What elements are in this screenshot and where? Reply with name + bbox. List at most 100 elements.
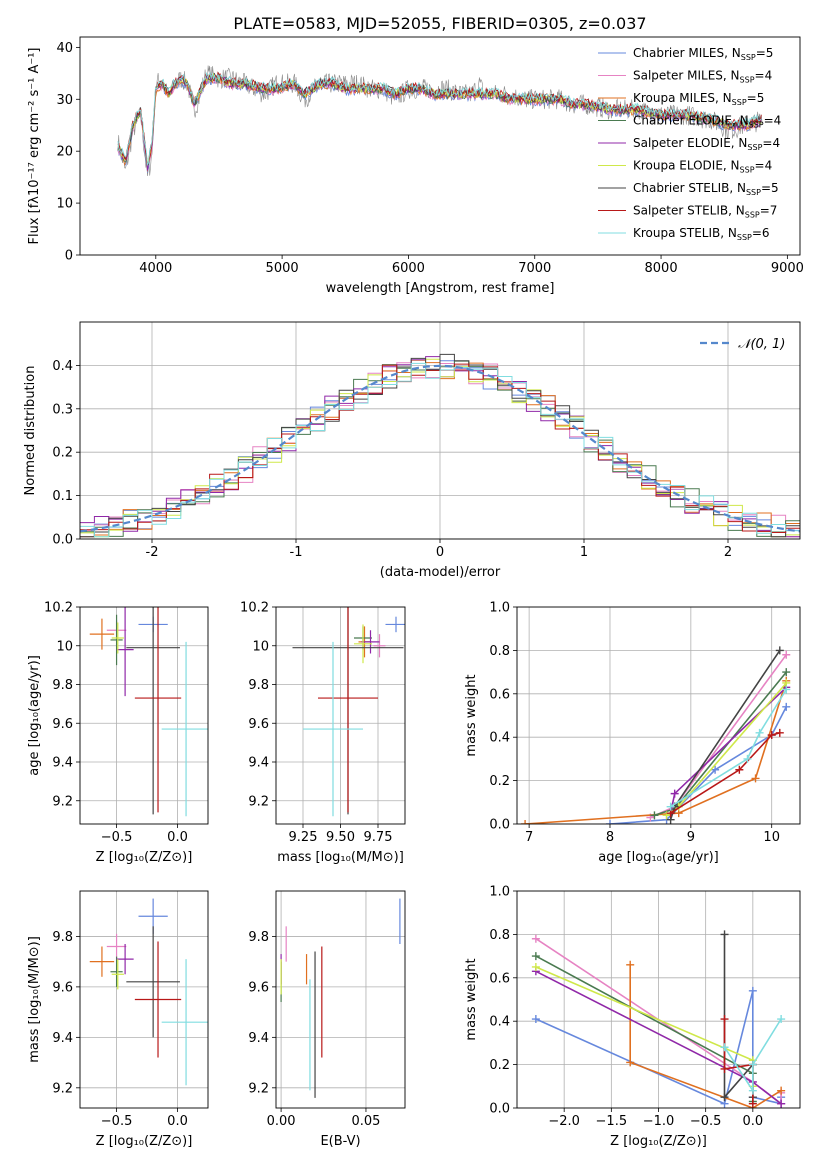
- plot-area: [276, 891, 405, 1108]
- weight-marker: [751, 774, 760, 783]
- x-tick-label: −1.0: [643, 1114, 675, 1129]
- y-tick-label: 0.8: [489, 928, 510, 943]
- y-tick-label: 9.8: [248, 930, 269, 945]
- y-tick-label: 0.4: [489, 731, 510, 746]
- axes-frame: [516, 890, 801, 1109]
- weight-line: [525, 680, 788, 824]
- x-tick-label: -1: [290, 545, 303, 560]
- panel-age-vs-Z: −0.5 0.0 9.2 9.4 9.6 9.8 10 10.2 Z [log₁₀(Z/Z⊙)]…: [27, 601, 209, 865]
- y-tick-label: 10: [56, 197, 73, 212]
- x-tick-label: −0.5: [101, 1114, 133, 1129]
- axes-frame: [79, 606, 209, 825]
- plot-area: [276, 607, 405, 824]
- y-tick-label: 9.2: [52, 1081, 73, 1096]
- plot-area: [517, 607, 800, 824]
- x-tick-label: 8: [606, 830, 614, 845]
- x-axis-label: wavelength [Angstrom, rest frame]: [326, 281, 555, 296]
- weight-marker: [711, 765, 720, 774]
- model-spectrum: [117, 71, 762, 165]
- legend-label: Kroupa STELIB, NSSP=6: [633, 226, 770, 242]
- x-tick-label: −0.5: [101, 830, 133, 845]
- x-tick-label: −2.0: [548, 1114, 580, 1129]
- y-tick-label: 0.8: [489, 644, 510, 659]
- y-tick-label: 0.4: [52, 359, 73, 374]
- legend-label: Kroupa MILES, NSSP=5: [633, 91, 764, 107]
- y-tick-label: 10.2: [44, 601, 73, 616]
- x-axis-label: Z [log₁₀(Z/Z⊙)]: [96, 850, 193, 865]
- legend-label: Chabrier MILES, NSSP=5: [633, 46, 773, 62]
- y-tick-label: 0.0: [489, 1102, 510, 1117]
- axes-frame: [79, 321, 801, 540]
- y-tick-label: 20: [56, 145, 73, 160]
- weight-marker: [777, 1086, 786, 1095]
- y-tick-label: 0.6: [489, 687, 510, 702]
- x-tick-label: 5000: [266, 261, 299, 276]
- x-axis-label: Z [log₁₀(Z/Z⊙)]: [610, 1134, 707, 1149]
- legend-label: Chabrier STELIB, NSSP=5: [633, 181, 779, 197]
- x-tick-label: 1: [580, 545, 588, 560]
- legend-label: Salpeter ELODIE, NSSP=4: [633, 136, 780, 152]
- panel-age-vs-mass: 9.25 9.50 9.75 9.2 9.4 9.6 9.8 10 10.2 mass [log₁…: [240, 601, 406, 865]
- y-axis-label: mass weight: [464, 674, 479, 756]
- y-tick-label: 0.3: [52, 402, 73, 417]
- plot-area: [80, 607, 208, 824]
- x-tick-label: 0.00: [267, 1114, 296, 1129]
- weight-line: [670, 732, 781, 814]
- y-tick-label: 0: [65, 249, 73, 264]
- legend-label: 𝒩(0, 1): [738, 337, 785, 352]
- x-tick-label: 0.0: [742, 1114, 763, 1129]
- weight-marker: [775, 646, 784, 655]
- weight-marker: [777, 1015, 786, 1024]
- y-tick-label: 0.1: [52, 489, 73, 504]
- weight-marker: [720, 1093, 729, 1102]
- weight-marker: [720, 1064, 729, 1073]
- x-axis-label: (data-model)/error: [380, 565, 501, 580]
- y-tick-label: 9.4: [248, 756, 269, 771]
- weight-marker: [521, 820, 530, 824]
- x-axis-label: E(B-V): [320, 1134, 360, 1149]
- weight-marker: [531, 1015, 540, 1024]
- plot-area: [80, 891, 208, 1108]
- x-tick-label: 10: [763, 830, 780, 845]
- plot-area: [517, 891, 800, 1108]
- y-tick-label: 10: [252, 639, 269, 654]
- model-spectrum: [117, 71, 762, 166]
- x-tick-label: 9: [687, 830, 695, 845]
- weight-marker: [531, 952, 540, 961]
- weight-marker: [777, 1099, 786, 1108]
- x-tick-label: 0.05: [351, 1114, 380, 1129]
- weight-marker: [735, 765, 744, 774]
- y-tick-label: 9.6: [248, 980, 269, 995]
- x-tick-label: 0.0: [167, 830, 188, 845]
- weight-marker: [720, 1015, 729, 1024]
- x-tick-label: 4000: [139, 261, 172, 276]
- y-tick-label: 9.2: [248, 1081, 269, 1096]
- x-axis-label: age [log₁₀(age/yr)]: [598, 850, 719, 865]
- x-tick-label: 7000: [518, 261, 551, 276]
- y-tick-label: 1.0: [489, 601, 510, 616]
- weight-marker: [782, 702, 791, 711]
- weight-marker: [605, 820, 614, 824]
- y-tick-label: 9.4: [52, 756, 73, 771]
- y-tick-label: 10: [56, 639, 73, 654]
- y-axis-label: Normed distribution: [23, 366, 38, 496]
- weight-marker: [748, 1099, 757, 1108]
- axes-frame: [275, 890, 406, 1109]
- y-tick-label: 9.4: [52, 1031, 73, 1046]
- plot-area: [80, 322, 800, 539]
- x-tick-label: 2: [724, 545, 732, 560]
- y-tick-label: 0.0: [489, 818, 510, 833]
- weight-marker: [775, 728, 784, 737]
- y-axis-label: mass [log₁₀(M/M⊙)]: [27, 936, 42, 1063]
- y-tick-label: 9.4: [248, 1031, 269, 1046]
- y-tick-label: 1.0: [489, 885, 510, 900]
- axes-frame: [275, 606, 406, 825]
- panels: 4000 5000 6000 7000 8000 9000010203040wavelen…: [23, 36, 804, 1149]
- y-tick-label: 10.2: [240, 601, 269, 616]
- weight-marker: [720, 1043, 729, 1052]
- weight-marker: [662, 811, 671, 820]
- x-tick-label: 9.50: [326, 830, 355, 845]
- y-tick-label: 0.2: [52, 446, 73, 461]
- normal-reference-curve: [80, 364, 800, 533]
